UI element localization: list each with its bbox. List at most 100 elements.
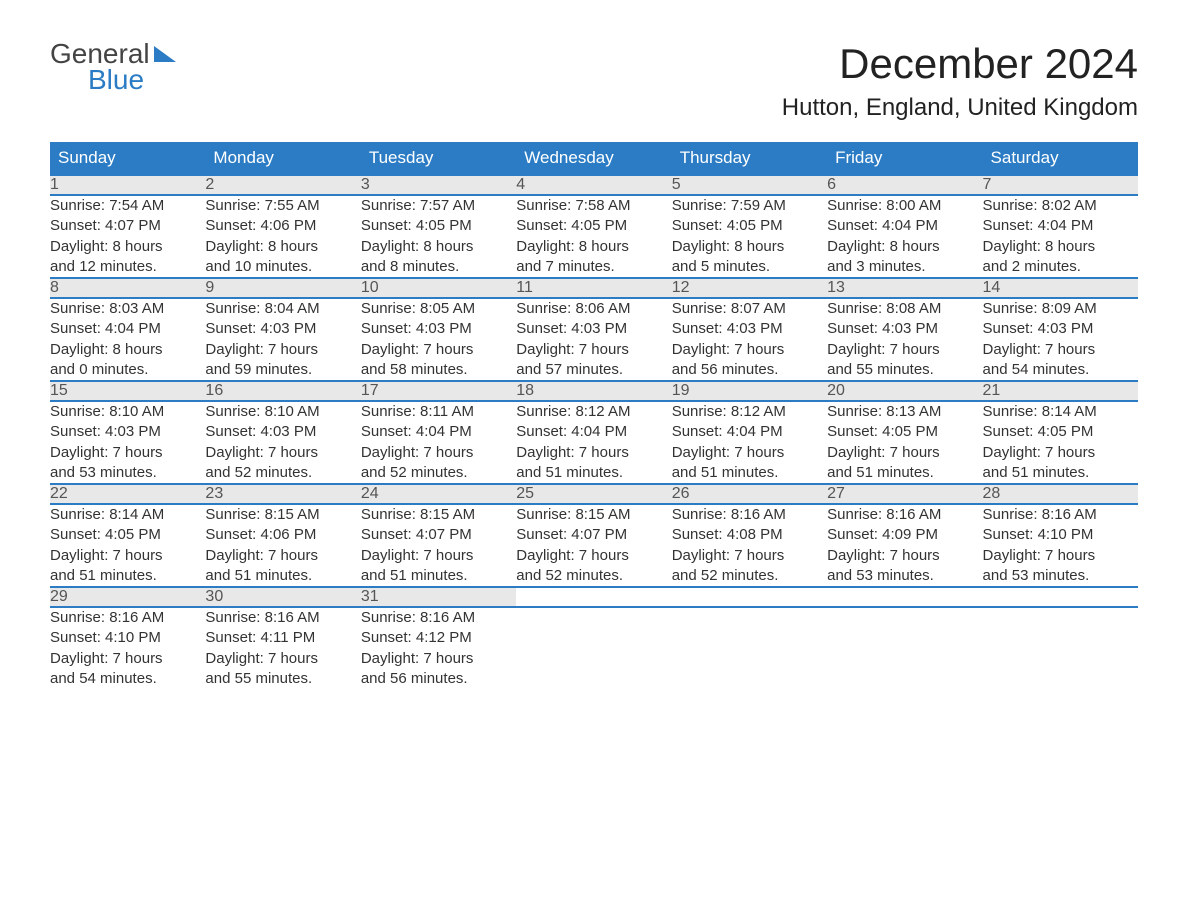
day-number: 3 xyxy=(361,175,516,195)
day-cell: Sunrise: 8:16 AMSunset: 4:12 PMDaylight:… xyxy=(361,607,516,689)
day-number xyxy=(827,587,982,607)
day-cell: Sunrise: 8:16 AMSunset: 4:10 PMDaylight:… xyxy=(983,504,1138,587)
day-cell xyxy=(983,607,1138,689)
sunrise-text: Sunrise: 8:11 AM xyxy=(361,402,516,422)
sunrise-text: Sunrise: 8:16 AM xyxy=(983,505,1138,525)
sunset-text: Sunset: 4:04 PM xyxy=(827,216,982,236)
day-cell: Sunrise: 8:15 AMSunset: 4:06 PMDaylight:… xyxy=(205,504,360,587)
day-content-row: Sunrise: 8:03 AMSunset: 4:04 PMDaylight:… xyxy=(50,298,1138,381)
sunset-text: Sunset: 4:06 PM xyxy=(205,216,360,236)
day-cell: Sunrise: 8:13 AMSunset: 4:05 PMDaylight:… xyxy=(827,401,982,484)
sunset-text: Sunset: 4:09 PM xyxy=(827,525,982,545)
day-number: 5 xyxy=(672,175,827,195)
daylight-text-1: Daylight: 7 hours xyxy=(361,443,516,463)
day-number: 13 xyxy=(827,278,982,298)
sunset-text: Sunset: 4:05 PM xyxy=(672,216,827,236)
day-cell: Sunrise: 8:15 AMSunset: 4:07 PMDaylight:… xyxy=(361,504,516,587)
day-cell: Sunrise: 8:03 AMSunset: 4:04 PMDaylight:… xyxy=(50,298,205,381)
day-number-row: 1234567 xyxy=(50,175,1138,195)
day-number: 9 xyxy=(205,278,360,298)
day-cell: Sunrise: 8:10 AMSunset: 4:03 PMDaylight:… xyxy=(205,401,360,484)
daylight-text-1: Daylight: 8 hours xyxy=(50,237,205,257)
sunset-text: Sunset: 4:11 PM xyxy=(205,628,360,648)
day-cell: Sunrise: 8:00 AMSunset: 4:04 PMDaylight:… xyxy=(827,195,982,278)
sunset-text: Sunset: 4:03 PM xyxy=(205,422,360,442)
sunrise-text: Sunrise: 8:15 AM xyxy=(516,505,671,525)
daylight-text-2: and 54 minutes. xyxy=(983,360,1138,380)
day-number: 12 xyxy=(672,278,827,298)
day-header: Wednesday xyxy=(516,142,671,175)
sunset-text: Sunset: 4:04 PM xyxy=(361,422,516,442)
day-cell: Sunrise: 7:54 AMSunset: 4:07 PMDaylight:… xyxy=(50,195,205,278)
daylight-text-1: Daylight: 7 hours xyxy=(672,443,827,463)
day-number: 18 xyxy=(516,381,671,401)
day-number: 26 xyxy=(672,484,827,504)
daylight-text-2: and 53 minutes. xyxy=(827,566,982,586)
sunrise-text: Sunrise: 8:08 AM xyxy=(827,299,982,319)
daylight-text-2: and 56 minutes. xyxy=(672,360,827,380)
day-header: Saturday xyxy=(983,142,1138,175)
sunset-text: Sunset: 4:03 PM xyxy=(361,319,516,339)
daylight-text-1: Daylight: 7 hours xyxy=(361,340,516,360)
daylight-text-2: and 54 minutes. xyxy=(50,669,205,689)
sunrise-text: Sunrise: 8:10 AM xyxy=(50,402,205,422)
sunset-text: Sunset: 4:05 PM xyxy=(361,216,516,236)
day-number-row: 891011121314 xyxy=(50,278,1138,298)
daylight-text-2: and 3 minutes. xyxy=(827,257,982,277)
calendar-table: SundayMondayTuesdayWednesdayThursdayFrid… xyxy=(50,142,1138,689)
daylight-text-2: and 58 minutes. xyxy=(361,360,516,380)
day-cell: Sunrise: 8:14 AMSunset: 4:05 PMDaylight:… xyxy=(50,504,205,587)
daylight-text-2: and 59 minutes. xyxy=(205,360,360,380)
sunrise-text: Sunrise: 8:07 AM xyxy=(672,299,827,319)
day-number: 1 xyxy=(50,175,205,195)
sunrise-text: Sunrise: 8:16 AM xyxy=(205,608,360,628)
day-cell: Sunrise: 8:15 AMSunset: 4:07 PMDaylight:… xyxy=(516,504,671,587)
day-cell: Sunrise: 8:11 AMSunset: 4:04 PMDaylight:… xyxy=(361,401,516,484)
day-number xyxy=(672,587,827,607)
daylight-text-2: and 52 minutes. xyxy=(205,463,360,483)
daylight-text-2: and 51 minutes. xyxy=(50,566,205,586)
daylight-text-1: Daylight: 7 hours xyxy=(50,443,205,463)
daylight-text-1: Daylight: 7 hours xyxy=(50,546,205,566)
sunset-text: Sunset: 4:10 PM xyxy=(983,525,1138,545)
daylight-text-1: Daylight: 8 hours xyxy=(827,237,982,257)
daylight-text-1: Daylight: 8 hours xyxy=(672,237,827,257)
sunrise-text: Sunrise: 8:16 AM xyxy=(50,608,205,628)
day-number: 31 xyxy=(361,587,516,607)
sunrise-text: Sunrise: 8:16 AM xyxy=(827,505,982,525)
sunrise-text: Sunrise: 8:15 AM xyxy=(361,505,516,525)
location: Hutton, England, United Kingdom xyxy=(782,94,1138,122)
day-number: 17 xyxy=(361,381,516,401)
daylight-text-1: Daylight: 7 hours xyxy=(983,443,1138,463)
day-cell xyxy=(672,607,827,689)
day-number: 23 xyxy=(205,484,360,504)
daylight-text-2: and 51 minutes. xyxy=(983,463,1138,483)
day-header: Sunday xyxy=(50,142,205,175)
day-cell: Sunrise: 8:07 AMSunset: 4:03 PMDaylight:… xyxy=(672,298,827,381)
day-cell: Sunrise: 8:12 AMSunset: 4:04 PMDaylight:… xyxy=(672,401,827,484)
day-number: 19 xyxy=(672,381,827,401)
logo-triangle-icon xyxy=(154,46,176,62)
day-number: 28 xyxy=(983,484,1138,504)
logo: General Blue xyxy=(50,40,176,94)
daylight-text-1: Daylight: 7 hours xyxy=(50,649,205,669)
sunset-text: Sunset: 4:07 PM xyxy=(516,525,671,545)
daylight-text-1: Daylight: 7 hours xyxy=(205,649,360,669)
sunrise-text: Sunrise: 7:57 AM xyxy=(361,196,516,216)
day-content-row: Sunrise: 8:10 AMSunset: 4:03 PMDaylight:… xyxy=(50,401,1138,484)
daylight-text-2: and 51 minutes. xyxy=(516,463,671,483)
day-cell: Sunrise: 8:16 AMSunset: 4:11 PMDaylight:… xyxy=(205,607,360,689)
sunrise-text: Sunrise: 8:04 AM xyxy=(205,299,360,319)
daylight-text-1: Daylight: 7 hours xyxy=(516,340,671,360)
daylight-text-2: and 55 minutes. xyxy=(205,669,360,689)
sunrise-text: Sunrise: 8:05 AM xyxy=(361,299,516,319)
sunset-text: Sunset: 4:04 PM xyxy=(50,319,205,339)
sunrise-text: Sunrise: 8:02 AM xyxy=(983,196,1138,216)
sunset-text: Sunset: 4:03 PM xyxy=(50,422,205,442)
day-number-row: 15161718192021 xyxy=(50,381,1138,401)
sunrise-text: Sunrise: 8:16 AM xyxy=(361,608,516,628)
sunset-text: Sunset: 4:04 PM xyxy=(516,422,671,442)
month-title: December 2024 xyxy=(782,40,1138,88)
sunset-text: Sunset: 4:03 PM xyxy=(827,319,982,339)
day-number: 30 xyxy=(205,587,360,607)
